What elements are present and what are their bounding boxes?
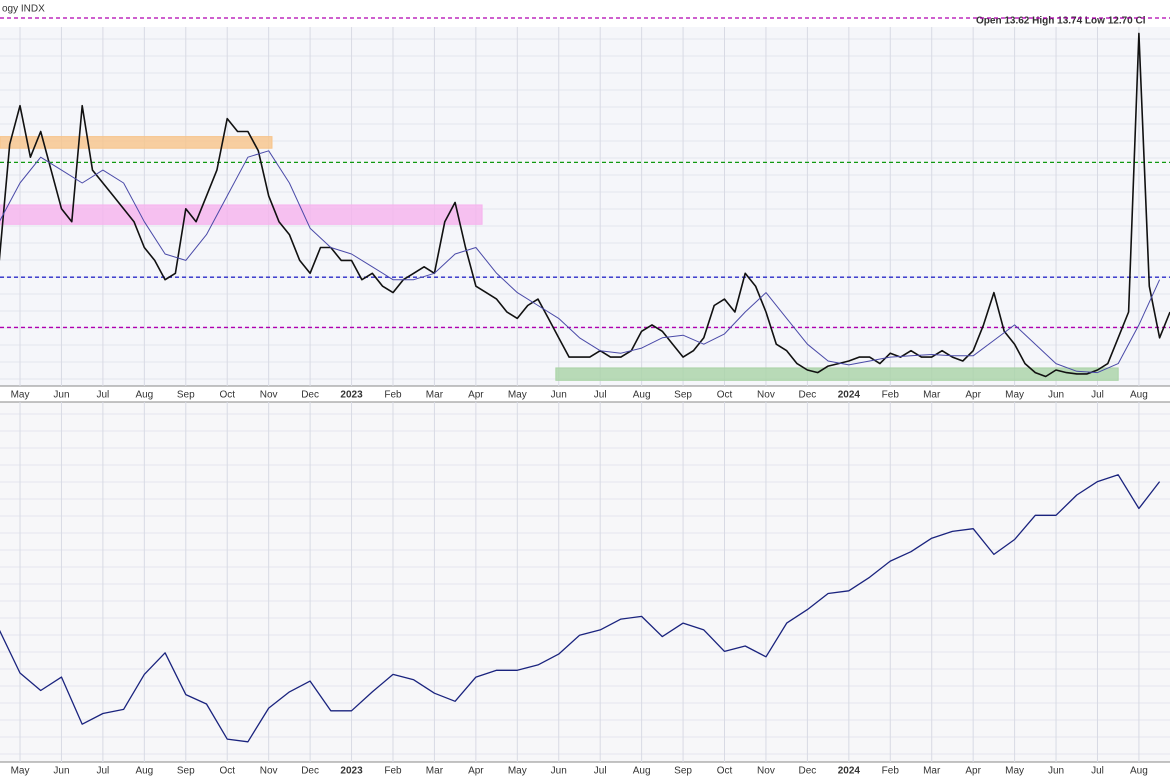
x-tick-label: Sep <box>177 390 195 401</box>
x-tick-label: May <box>508 766 527 777</box>
x-tick-label: Jul <box>594 390 607 401</box>
x-tick-label: Jun <box>53 390 69 401</box>
x-tick-label: Dec <box>301 390 319 401</box>
plot-area <box>0 27 1170 386</box>
x-tick-label: Apr <box>468 390 484 401</box>
x-tick-label: Nov <box>757 766 775 777</box>
x-tick-label: Jun <box>551 390 567 401</box>
x-tick-label: Aug <box>633 766 651 777</box>
plot-area <box>0 402 1170 762</box>
x-tick-label: Jun <box>1048 390 1064 401</box>
x-tick-label: Feb <box>882 390 900 401</box>
x-tick-label: Nov <box>757 390 775 401</box>
x-tick-label: May <box>11 390 30 401</box>
x-tick-label: Mar <box>923 766 941 777</box>
x-tick-label: Jun <box>53 766 69 777</box>
x-tick-label: Aug <box>1130 390 1148 401</box>
x-tick-label: Dec <box>798 390 816 401</box>
x-tick-label: Aug <box>1130 766 1148 777</box>
x-tick-label: Aug <box>135 766 153 777</box>
x-tick-label: Jul <box>594 766 607 777</box>
panel-bottom <box>0 402 1170 762</box>
x-tick-label: May <box>11 766 30 777</box>
x-tick-label: Sep <box>177 766 195 777</box>
x-tick-label: Apr <box>468 766 484 777</box>
x-tick-label: Mar <box>426 766 444 777</box>
x-tick-label: May <box>1005 766 1024 777</box>
quote: Open 13.62 High 13.74 Low 12.70 Cl <box>976 16 1146 27</box>
chart-title: ogy INDX <box>2 4 45 15</box>
x-tick-label: May <box>1005 390 1024 401</box>
x-tick-label: Dec <box>798 766 816 777</box>
x-tick-label: Nov <box>260 766 278 777</box>
zone <box>555 367 1119 381</box>
x-tick-label: Jul <box>96 390 109 401</box>
x-tick-label: 2024 <box>838 390 861 401</box>
zone <box>0 204 483 225</box>
x-tick-label: Aug <box>135 390 153 401</box>
zone <box>0 136 273 149</box>
x-tick-label: 2024 <box>838 766 861 777</box>
x-tick-label: Mar <box>426 390 444 401</box>
x-tick-label: Oct <box>219 390 235 401</box>
x-tick-label: Jul <box>1091 766 1104 777</box>
x-tick-label: Feb <box>882 766 900 777</box>
x-tick-label: Jun <box>551 766 567 777</box>
x-tick-label: Mar <box>923 390 941 401</box>
x-tick-label: Apr <box>965 766 981 777</box>
x-tick-label: Dec <box>301 766 319 777</box>
x-tick-label: Apr <box>965 390 981 401</box>
series-line <box>0 474 1161 743</box>
x-tick-label: Sep <box>674 766 692 777</box>
x-tick-label: Feb <box>384 390 402 401</box>
x-tick-label: Jun <box>1048 766 1064 777</box>
series-line <box>0 32 1170 378</box>
x-tick-label: May <box>508 390 527 401</box>
series-line <box>0 150 1161 374</box>
x-tick-label: Oct <box>717 390 733 401</box>
x-tick-label: Nov <box>260 390 278 401</box>
x-tick-label: Jul <box>96 766 109 777</box>
x-tick-label: 2023 <box>340 390 363 401</box>
x-tick-label: Feb <box>384 766 402 777</box>
x-tick-label: Sep <box>674 390 692 401</box>
x-tick-label: Jul <box>1091 390 1104 401</box>
x-tick-label: Aug <box>633 390 651 401</box>
x-tick-label: Oct <box>717 766 733 777</box>
x-tick-label: 2023 <box>340 766 363 777</box>
x-tick-label: Oct <box>219 766 235 777</box>
